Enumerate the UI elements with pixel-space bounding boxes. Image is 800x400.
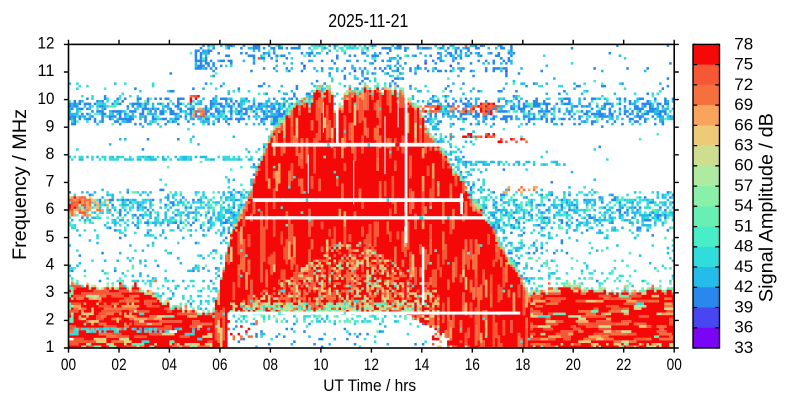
svg-text:10: 10 — [38, 89, 55, 108]
svg-text:14: 14 — [414, 355, 429, 374]
svg-text:22: 22 — [616, 355, 631, 374]
svg-text:72: 72 — [734, 75, 753, 94]
svg-text:42: 42 — [734, 277, 753, 296]
svg-text:12: 12 — [38, 34, 55, 53]
svg-text:Frequency / MHz: Frequency / MHz — [9, 109, 31, 260]
svg-text:06: 06 — [212, 355, 227, 374]
svg-text:18: 18 — [515, 355, 530, 374]
svg-text:7: 7 — [46, 172, 55, 191]
svg-text:00: 00 — [61, 355, 76, 374]
svg-text:20: 20 — [566, 355, 581, 374]
svg-text:54: 54 — [734, 196, 753, 215]
svg-text:Signal Amplitude / dB: Signal Amplitude / dB — [756, 113, 778, 302]
svg-text:10: 10 — [313, 355, 328, 374]
svg-text:12: 12 — [364, 355, 379, 374]
svg-text:11: 11 — [38, 61, 55, 80]
svg-text:08: 08 — [263, 355, 278, 374]
svg-text:60: 60 — [734, 156, 753, 175]
svg-text:2025-11-21: 2025-11-21 — [328, 11, 408, 31]
svg-text:3: 3 — [46, 282, 55, 301]
svg-text:57: 57 — [734, 176, 753, 195]
svg-text:33: 33 — [734, 338, 753, 357]
svg-text:48: 48 — [734, 237, 753, 256]
svg-text:69: 69 — [734, 95, 753, 114]
svg-text:36: 36 — [734, 318, 753, 337]
svg-text:5: 5 — [46, 227, 55, 246]
svg-text:45: 45 — [734, 257, 753, 276]
svg-text:9: 9 — [46, 116, 55, 135]
svg-text:4: 4 — [46, 254, 55, 273]
svg-text:51: 51 — [734, 217, 753, 236]
svg-text:6: 6 — [46, 199, 55, 218]
svg-text:2: 2 — [46, 310, 55, 329]
svg-text:00: 00 — [667, 355, 682, 374]
svg-text:02: 02 — [111, 355, 126, 374]
svg-text:8: 8 — [46, 144, 55, 163]
svg-text:75: 75 — [734, 55, 753, 74]
svg-text:78: 78 — [734, 34, 753, 53]
svg-text:39: 39 — [734, 297, 753, 316]
svg-text:63: 63 — [734, 136, 753, 155]
svg-text:UT Time / hrs: UT Time / hrs — [323, 377, 416, 395]
svg-text:66: 66 — [734, 115, 753, 134]
svg-text:16: 16 — [465, 355, 480, 374]
svg-text:1: 1 — [46, 337, 55, 356]
svg-text:04: 04 — [162, 355, 177, 374]
